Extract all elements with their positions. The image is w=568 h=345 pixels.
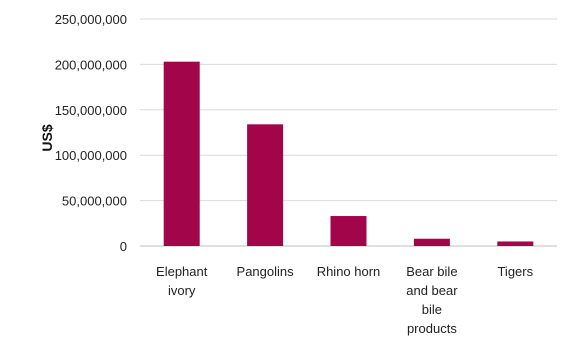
x-category-label: Bear bile and bear bile products [406,264,458,336]
x-axis-categories: Elephant ivory Pangolins Rhino horn Bear bil… [156,264,534,336]
y-tick-label: 100,000,000 [55,148,127,163]
y-axis-title: US$ [39,124,55,151]
x-category-label: Tigers [497,264,533,279]
x-category-label: Rhino horn [317,264,381,279]
x-category-label: Elephant ivory [156,264,208,298]
x-category-label: Pangolins [237,264,295,279]
bar-2 [247,124,284,246]
y-tick-label: 50,000,000 [62,194,127,209]
bars [163,61,534,247]
y-tick-label: 250,000,000 [55,12,127,27]
bar-3 [330,216,367,246]
y-tick-label: 150,000,000 [55,103,127,118]
bar-4 [413,238,450,246]
y-tick-label: 200,000,000 [55,57,127,72]
gridlines [140,18,557,247]
y-axis-ticks: 0 50,000,000 100,000,000 150,000,000 200,000… [55,12,127,254]
y-tick-label: 0 [120,239,127,254]
bar-1 [163,61,200,247]
bar-5 [497,241,534,246]
